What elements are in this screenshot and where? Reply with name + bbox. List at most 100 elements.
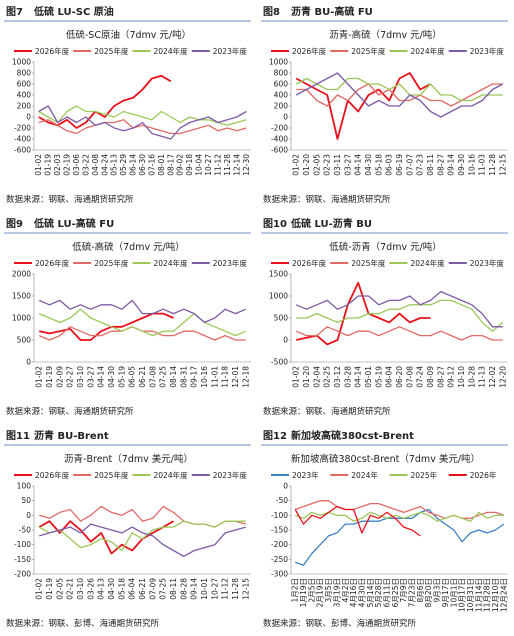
source-note: 数据来源：钢联、海通期货研究所 [6, 406, 134, 417]
x-tick-label: 08-28 [179, 578, 188, 600]
figure-number: 图8 [263, 6, 280, 18]
x-tick-label: 10月17日 [458, 578, 467, 612]
series-line [38, 299, 247, 324]
x-tick-label: 6月11日 [382, 578, 391, 607]
x-tick-label: 09-02 [176, 154, 185, 176]
x-tick-label: 11-12 [213, 154, 222, 176]
figure-heading: 新加坡高硫380cst-Brent [291, 429, 414, 442]
series-line [39, 312, 174, 341]
x-tick-label: 01-02 [292, 154, 301, 176]
x-tick-label: 01-20 [302, 154, 311, 176]
y-tick-label: -250 [271, 555, 288, 564]
legend-label: 2024年度 [154, 258, 189, 268]
x-tick-label: 7月9日 [399, 578, 408, 603]
x-tick-label: 08-31 [179, 366, 188, 388]
x-tick-label: 02-03 [53, 154, 62, 176]
series-line [295, 72, 431, 140]
series-line [38, 520, 246, 552]
y-tick-label: -600 [271, 146, 288, 155]
x-tick-label: 08-11 [169, 578, 178, 600]
x-tick-label: 12-18 [241, 366, 250, 388]
x-tick-label: 11-12 [221, 578, 230, 600]
series-line [38, 520, 174, 555]
legend-label: 2023年度 [213, 470, 248, 480]
x-tick-label: 10-10 [457, 366, 466, 388]
series-line [38, 308, 247, 337]
x-tick-label: 11-28 [488, 154, 497, 176]
x-tick-label: 07-25 [159, 366, 168, 388]
y-tick-label: -100 [14, 540, 31, 549]
figure-panel: 图11 沥青 BU-Brent 沥青-Brent（7dmv 美元/吨） 2026年度 2… [4, 429, 251, 629]
x-tick-label: 09-14 [447, 154, 456, 176]
x-tick-label: 09-18 [185, 154, 194, 176]
x-tick-label: 05-29 [119, 154, 128, 176]
x-tick-label: 05-19 [374, 366, 383, 388]
x-tick-label: 09-14 [190, 578, 199, 600]
y-tick-label: 0 [26, 358, 31, 367]
x-tick-label: 9月3日 [433, 578, 442, 603]
series-line [295, 77, 503, 102]
figure-number: 图10 [263, 218, 287, 230]
x-tick-label: 2月5日 [307, 578, 316, 603]
x-tick-label: 6月25日 [391, 578, 400, 607]
x-tick-label: 03-28 [343, 366, 352, 388]
legend-label: 2023年度 [213, 258, 248, 268]
x-tick-label: 8月6日 [416, 578, 425, 603]
series-line [39, 505, 246, 528]
x-tick-label: 01-19 [45, 578, 54, 600]
figure-panel: 图12 新加坡高硫380cst-Brent 新加坡高硫380cst-Brent（7d… [261, 429, 508, 629]
y-tick-label: -400 [14, 135, 31, 144]
x-tick-label: 10-16 [467, 154, 476, 176]
x-tick-label: 05-19 [117, 366, 126, 388]
y-tick-label: 0 [283, 482, 288, 491]
x-tick-label: 03-27 [343, 154, 352, 176]
x-tick-label: 01-19 [44, 154, 53, 176]
series-line [294, 511, 504, 522]
x-tick-label: 07-25 [159, 578, 168, 600]
y-tick-label: 1000 [12, 314, 31, 323]
x-tick-label: 1月19日 [299, 578, 308, 607]
y-tick-label: 400 [274, 91, 289, 100]
x-tick-label: 1月2日 [291, 578, 300, 603]
y-tick-label: -200 [14, 570, 31, 579]
x-tick-label: 04-14 [354, 366, 363, 388]
y-tick-label: -200 [14, 124, 31, 133]
figure-number: 图7 [6, 6, 23, 18]
x-tick-label: 08-27 [436, 366, 445, 388]
x-tick-label: 08-14 [169, 366, 178, 388]
x-tick-label: 08-11 [426, 154, 435, 176]
x-tick-label: 06-14 [129, 154, 138, 176]
x-tick-label: 11-03 [478, 154, 487, 176]
y-tick-label: 0 [26, 511, 31, 520]
y-tick-label: 1000 [269, 58, 288, 67]
y-tick-label: 2000 [12, 270, 31, 279]
x-tick-label: 12-15 [241, 578, 250, 600]
y-tick-label: 0 [283, 113, 288, 122]
legend-label: 2024年度 [411, 258, 446, 268]
x-tick-label: 10-28 [467, 366, 476, 388]
series-line [296, 299, 504, 332]
y-tick-label: 200 [17, 102, 32, 111]
x-tick-label: 4月16日 [349, 578, 358, 607]
x-tick-label: 02-23 [323, 154, 332, 176]
x-tick-label: 10-27 [204, 154, 213, 176]
x-tick-label: 03-26 [86, 578, 95, 600]
x-tick-label: 06-20 [395, 366, 404, 388]
x-tick-label: 04-08 [91, 154, 100, 176]
chart-title: 低硫-高硫（7dmv 元/吨） [72, 241, 185, 253]
x-tick-label: 10月1日 [449, 578, 458, 607]
y-tick-label: 0 [26, 113, 31, 122]
x-tick-label: 02-21 [66, 578, 75, 600]
x-tick-label: 01-20 [302, 366, 311, 388]
figure-heading: 低硫 LU-高硫 FU [33, 217, 114, 230]
legend-label: 2025年度 [94, 470, 129, 480]
y-tick-label: -150 [14, 555, 31, 564]
x-tick-label: 2月19日 [316, 578, 325, 607]
legend-label: 2023年度 [470, 46, 505, 56]
x-tick-label: 5月28日 [374, 578, 383, 607]
x-tick-label: 05-18 [374, 154, 383, 176]
figure-heading: 低硫 LU-沥青 BU [290, 217, 372, 230]
x-tick-label: 07-08 [405, 366, 414, 388]
y-tick-label: -150 [271, 526, 288, 535]
x-tick-label: 04-30 [107, 366, 116, 388]
